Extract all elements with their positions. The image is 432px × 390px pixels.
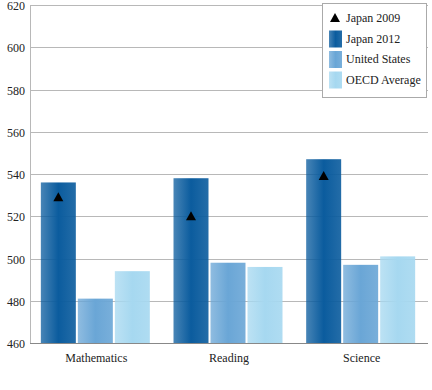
legend-box — [323, 4, 427, 98]
grid-line — [30, 259, 428, 260]
grid-line — [30, 174, 428, 175]
bar — [41, 182, 76, 343]
bar — [343, 265, 378, 343]
bar — [306, 159, 341, 343]
grid-line — [30, 216, 428, 217]
legend-marker — [330, 13, 340, 22]
y-tick-label: 540 — [7, 168, 25, 182]
legend-swatch — [329, 51, 342, 68]
y-tick-label: 560 — [7, 126, 25, 140]
marker — [53, 192, 63, 201]
chart: 460 480 500 520 540 560 580 600 620 Mathematics Re… — [0, 0, 432, 390]
bar — [115, 271, 150, 343]
x-tick-label: Reading — [209, 351, 249, 365]
bar — [248, 267, 283, 343]
y-tick-label: 620 — [7, 0, 25, 13]
marker — [319, 171, 329, 180]
legend-swatch — [329, 31, 342, 48]
bar — [78, 299, 113, 343]
y-tick-label: 580 — [7, 84, 25, 98]
y-tick-label: 500 — [7, 253, 25, 267]
marks — [41, 159, 415, 343]
legend-swatch — [329, 72, 342, 89]
legend-label: Japan 2012 — [346, 32, 400, 46]
y-tick-label: 520 — [7, 210, 25, 224]
legend-label: United States — [346, 52, 411, 66]
legend-label: OECD Average — [346, 73, 421, 87]
y-tick-label: 600 — [7, 41, 25, 55]
y-axis-line — [30, 5, 31, 343]
grid-line — [30, 132, 428, 133]
legend: Japan 2009 Japan 2012 United States OECD Av… — [323, 4, 427, 98]
grid-line — [30, 343, 428, 344]
marker — [186, 211, 196, 220]
x-tick-label: Science — [343, 351, 380, 365]
legend-label: Japan 2009 — [346, 11, 400, 25]
y-tick-label: 460 — [7, 337, 25, 351]
bar — [174, 178, 209, 343]
bar — [380, 256, 415, 343]
bar — [211, 263, 246, 343]
x-tick-label: Mathematics — [65, 351, 127, 365]
y-tick-label: 480 — [7, 295, 25, 309]
